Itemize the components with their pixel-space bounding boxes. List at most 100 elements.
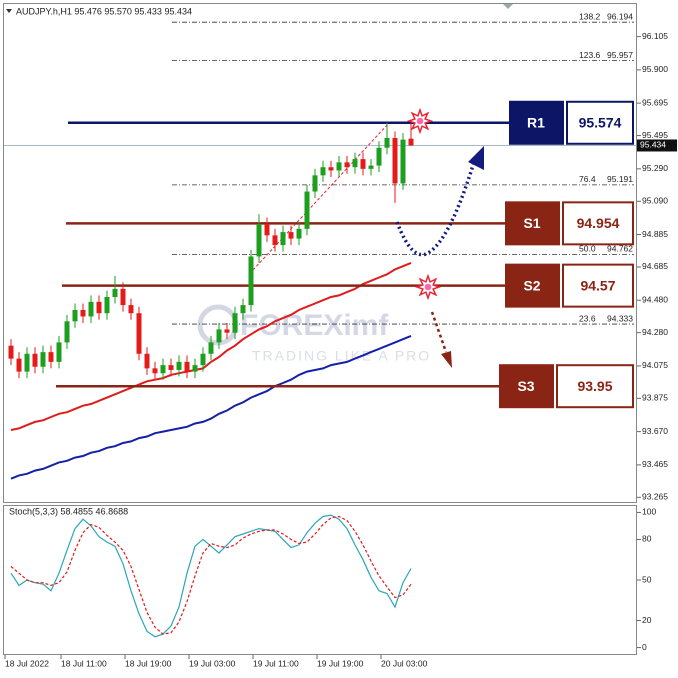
stoch-line bbox=[10, 514, 412, 638]
level-tag bbox=[505, 263, 560, 308]
y-tick-label: 94.480 bbox=[642, 294, 668, 304]
level-value: 93.95 bbox=[577, 378, 612, 394]
stoch-line bbox=[10, 515, 412, 635]
candle-body bbox=[128, 305, 134, 314]
x-tick-label: 19 Jul 03:00 bbox=[189, 658, 236, 668]
candle-body bbox=[192, 365, 198, 372]
shift-marker bbox=[503, 4, 513, 9]
stoch-panel bbox=[3, 505, 637, 655]
x-tick-label: 18 Jul 19:00 bbox=[125, 658, 172, 668]
candle-body bbox=[408, 138, 414, 146]
candle-body bbox=[352, 159, 358, 168]
level-name: S1 bbox=[523, 215, 540, 231]
candle-body bbox=[88, 301, 94, 317]
candle-body bbox=[176, 361, 182, 370]
candle-body bbox=[368, 165, 374, 169]
moving-average bbox=[10, 261, 412, 431]
y-tick-label: 94.280 bbox=[642, 327, 668, 337]
fib-ratio: 138.2 bbox=[579, 11, 601, 21]
level-name: R1 bbox=[527, 114, 545, 130]
candle-body bbox=[40, 352, 46, 367]
candle-body bbox=[224, 329, 230, 333]
candle-body bbox=[264, 223, 270, 236]
burst-core bbox=[416, 117, 424, 125]
level-value: 94.57 bbox=[580, 277, 615, 293]
candle-body bbox=[112, 288, 118, 297]
moving-average bbox=[10, 334, 412, 480]
y-tick-label: 96.105 bbox=[642, 31, 668, 41]
level-tag bbox=[505, 201, 560, 246]
x-tick-label: 20 Jul 03:00 bbox=[381, 658, 428, 668]
fib-ratio: 23.6 bbox=[579, 313, 596, 323]
main-panel bbox=[3, 3, 637, 503]
candle-body bbox=[16, 358, 22, 372]
level-name: S2 bbox=[523, 277, 540, 293]
candle-body bbox=[360, 159, 366, 169]
candle-body bbox=[56, 342, 62, 362]
x-tick-label: 19 Jul 19:00 bbox=[317, 658, 364, 668]
candle-body bbox=[144, 353, 150, 369]
level-tag bbox=[509, 100, 564, 145]
candle-body bbox=[184, 361, 190, 372]
y-tick-label: 94.685 bbox=[642, 261, 668, 271]
candle-body bbox=[200, 353, 206, 366]
chart-title: AUDJPY.h,H1 95.476 95.570 95.433 95.434 bbox=[16, 6, 192, 16]
y-tick-label: 93.875 bbox=[642, 393, 668, 403]
y-tick-label: 95.495 bbox=[642, 130, 668, 140]
forecast-down bbox=[430, 311, 448, 353]
stoch-title: Stoch(5,3,3) 58.4855 46.8688 bbox=[9, 506, 128, 516]
candle-body bbox=[240, 305, 246, 314]
y-tick-label: 80 bbox=[642, 534, 652, 544]
candle-body bbox=[208, 342, 214, 354]
y-tick-label: 0 bbox=[642, 642, 647, 652]
y-tick-label: 94.075 bbox=[642, 360, 668, 370]
header-icon bbox=[6, 9, 12, 13]
watermark-tagline: TRADING LIKE A PRO bbox=[252, 348, 431, 364]
candle-body bbox=[344, 162, 350, 168]
x-tick-label: 18 Jul 11:00 bbox=[61, 658, 107, 668]
candle-body bbox=[96, 301, 102, 314]
candle-body bbox=[272, 235, 278, 246]
candle-body bbox=[304, 191, 310, 229]
y-tick-label: 95.695 bbox=[642, 97, 668, 107]
candle-body bbox=[136, 313, 142, 354]
fib-trend bbox=[252, 123, 389, 271]
candle-body bbox=[312, 175, 318, 192]
fib-price: 96.194 bbox=[607, 11, 633, 21]
watermark-brand: FOREXimf bbox=[240, 309, 389, 342]
candle-body bbox=[376, 147, 382, 166]
y-tick-label: 95.090 bbox=[642, 196, 668, 206]
candle-body bbox=[392, 138, 398, 184]
candle-body bbox=[48, 352, 54, 362]
level-name: S3 bbox=[517, 378, 534, 394]
y-tick-label: 93.670 bbox=[642, 426, 668, 436]
candle-body bbox=[320, 167, 326, 176]
fib-price: 94.762 bbox=[607, 244, 633, 254]
candle-body bbox=[24, 353, 30, 372]
candle-body bbox=[336, 162, 342, 171]
y-tick-label: 95.900 bbox=[642, 64, 668, 74]
last-price-box bbox=[637, 139, 677, 152]
fib-ratio: 76.4 bbox=[579, 174, 596, 184]
y-tick-label: 93.465 bbox=[642, 459, 668, 469]
y-tick-label: 93.265 bbox=[642, 492, 668, 502]
candle-body bbox=[328, 167, 334, 171]
candle-body bbox=[160, 365, 166, 374]
candle-body bbox=[8, 345, 14, 359]
candle-body bbox=[72, 309, 78, 322]
candle-body bbox=[232, 313, 238, 333]
candle-body bbox=[296, 228, 302, 239]
level-value-box bbox=[564, 265, 632, 306]
last-price-label: 95.434 bbox=[640, 140, 666, 150]
candle-body bbox=[280, 232, 286, 246]
candle-body bbox=[248, 256, 254, 306]
candle-body bbox=[120, 288, 126, 306]
forecast-up-head bbox=[468, 146, 484, 170]
level-tag bbox=[499, 364, 554, 409]
candle-body bbox=[384, 138, 390, 148]
y-tick-label: 95.290 bbox=[642, 163, 668, 173]
fib-ratio: 123.6 bbox=[579, 50, 601, 60]
fib-price: 95.957 bbox=[607, 50, 633, 60]
forecast-up bbox=[395, 161, 476, 257]
